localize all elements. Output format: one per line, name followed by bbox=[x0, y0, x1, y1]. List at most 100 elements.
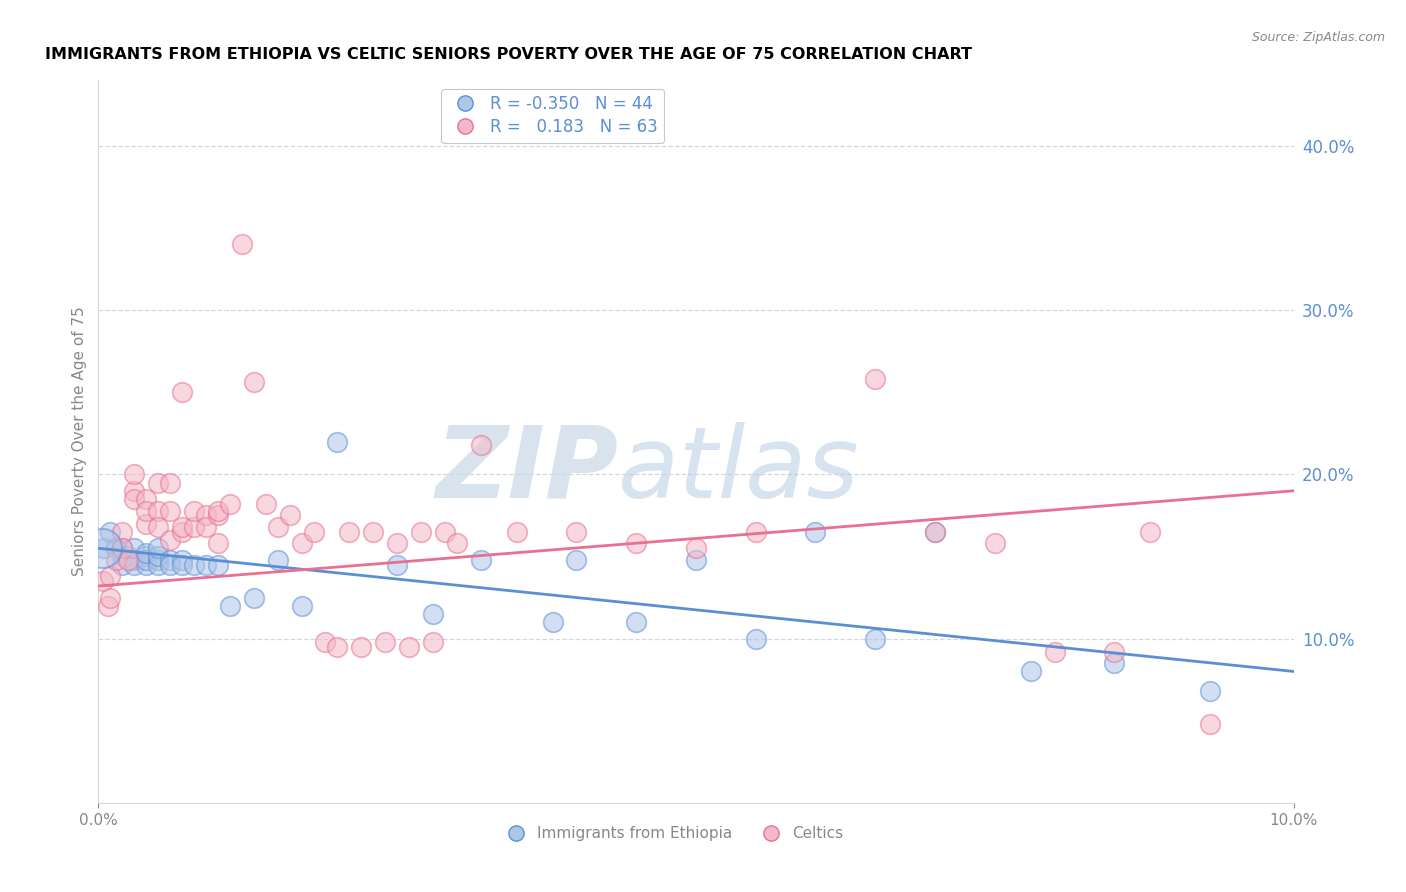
Point bbox=[111, 541, 134, 556]
Point bbox=[124, 483, 146, 498]
Text: IMMIGRANTS FROM ETHIOPIA VS CELTIC SENIORS POVERTY OVER THE AGE OF 75 CORRELATIO: IMMIGRANTS FROM ETHIOPIA VS CELTIC SENIO… bbox=[45, 47, 972, 62]
Point bbox=[148, 503, 170, 517]
Point bbox=[1139, 524, 1161, 539]
Point bbox=[804, 524, 827, 539]
Point bbox=[470, 438, 492, 452]
Point bbox=[350, 640, 373, 654]
Point bbox=[315, 635, 337, 649]
Point bbox=[1199, 684, 1222, 698]
Point bbox=[111, 524, 134, 539]
Point bbox=[565, 553, 588, 567]
Point bbox=[159, 553, 181, 567]
Point bbox=[278, 508, 301, 523]
Point bbox=[91, 541, 114, 556]
Point bbox=[398, 640, 420, 654]
Point bbox=[183, 503, 205, 517]
Point bbox=[865, 372, 887, 386]
Point bbox=[93, 541, 115, 556]
Point bbox=[924, 524, 946, 539]
Point bbox=[135, 546, 157, 560]
Y-axis label: Seniors Poverty Over the Age of 75: Seniors Poverty Over the Age of 75 bbox=[72, 307, 87, 576]
Point bbox=[1019, 665, 1042, 679]
Point bbox=[254, 497, 277, 511]
Point bbox=[385, 536, 409, 550]
Point bbox=[506, 524, 529, 539]
Point bbox=[924, 524, 946, 539]
Point bbox=[98, 591, 122, 605]
Point bbox=[135, 549, 157, 564]
Point bbox=[745, 632, 768, 646]
Point bbox=[219, 599, 242, 613]
Point bbox=[984, 536, 1007, 550]
Point bbox=[207, 536, 229, 550]
Point bbox=[148, 520, 170, 534]
Point bbox=[626, 536, 648, 550]
Point bbox=[541, 615, 564, 630]
Point bbox=[374, 635, 396, 649]
Point bbox=[135, 553, 157, 567]
Point bbox=[1199, 717, 1222, 731]
Legend: Immigrants from Ethiopia, Celtics: Immigrants from Ethiopia, Celtics bbox=[495, 820, 849, 847]
Point bbox=[105, 553, 128, 567]
Point bbox=[172, 524, 194, 539]
Point bbox=[148, 558, 170, 572]
Point bbox=[422, 607, 444, 621]
Point bbox=[124, 467, 146, 482]
Point bbox=[385, 558, 409, 572]
Point bbox=[111, 549, 134, 564]
Point bbox=[685, 553, 707, 567]
Point bbox=[159, 558, 181, 572]
Point bbox=[565, 524, 588, 539]
Point bbox=[291, 599, 314, 613]
Point bbox=[135, 503, 157, 517]
Point bbox=[865, 632, 887, 646]
Point bbox=[124, 541, 146, 556]
Point bbox=[231, 237, 253, 252]
Point bbox=[124, 491, 146, 506]
Point bbox=[446, 536, 468, 550]
Text: Source: ZipAtlas.com: Source: ZipAtlas.com bbox=[1251, 31, 1385, 45]
Point bbox=[148, 475, 170, 490]
Point bbox=[148, 553, 170, 567]
Point bbox=[626, 615, 648, 630]
Point bbox=[363, 524, 385, 539]
Point bbox=[91, 574, 114, 588]
Point bbox=[339, 524, 361, 539]
Point bbox=[124, 558, 146, 572]
Point bbox=[111, 558, 134, 572]
Point bbox=[267, 553, 290, 567]
Point bbox=[302, 524, 325, 539]
Point bbox=[267, 520, 290, 534]
Point bbox=[124, 553, 146, 567]
Point bbox=[1043, 645, 1066, 659]
Point bbox=[148, 541, 170, 556]
Point bbox=[135, 516, 157, 531]
Point bbox=[172, 553, 194, 567]
Point bbox=[135, 491, 157, 506]
Point bbox=[98, 569, 122, 583]
Point bbox=[470, 553, 492, 567]
Point bbox=[97, 599, 120, 613]
Point bbox=[148, 549, 170, 564]
Text: ZIP: ZIP bbox=[436, 422, 619, 519]
Point bbox=[135, 558, 157, 572]
Point bbox=[183, 558, 205, 572]
Text: atlas: atlas bbox=[619, 422, 860, 519]
Point bbox=[326, 434, 349, 449]
Point bbox=[195, 508, 218, 523]
Point bbox=[159, 503, 181, 517]
Point bbox=[434, 524, 457, 539]
Point bbox=[219, 497, 242, 511]
Point bbox=[183, 520, 205, 534]
Point bbox=[111, 541, 134, 556]
Point bbox=[422, 635, 444, 649]
Point bbox=[1104, 645, 1126, 659]
Point bbox=[117, 553, 139, 567]
Point bbox=[172, 520, 194, 534]
Point bbox=[172, 558, 194, 572]
Point bbox=[98, 524, 122, 539]
Point bbox=[195, 558, 218, 572]
Point bbox=[207, 508, 229, 523]
Point bbox=[326, 640, 349, 654]
Point bbox=[685, 541, 707, 556]
